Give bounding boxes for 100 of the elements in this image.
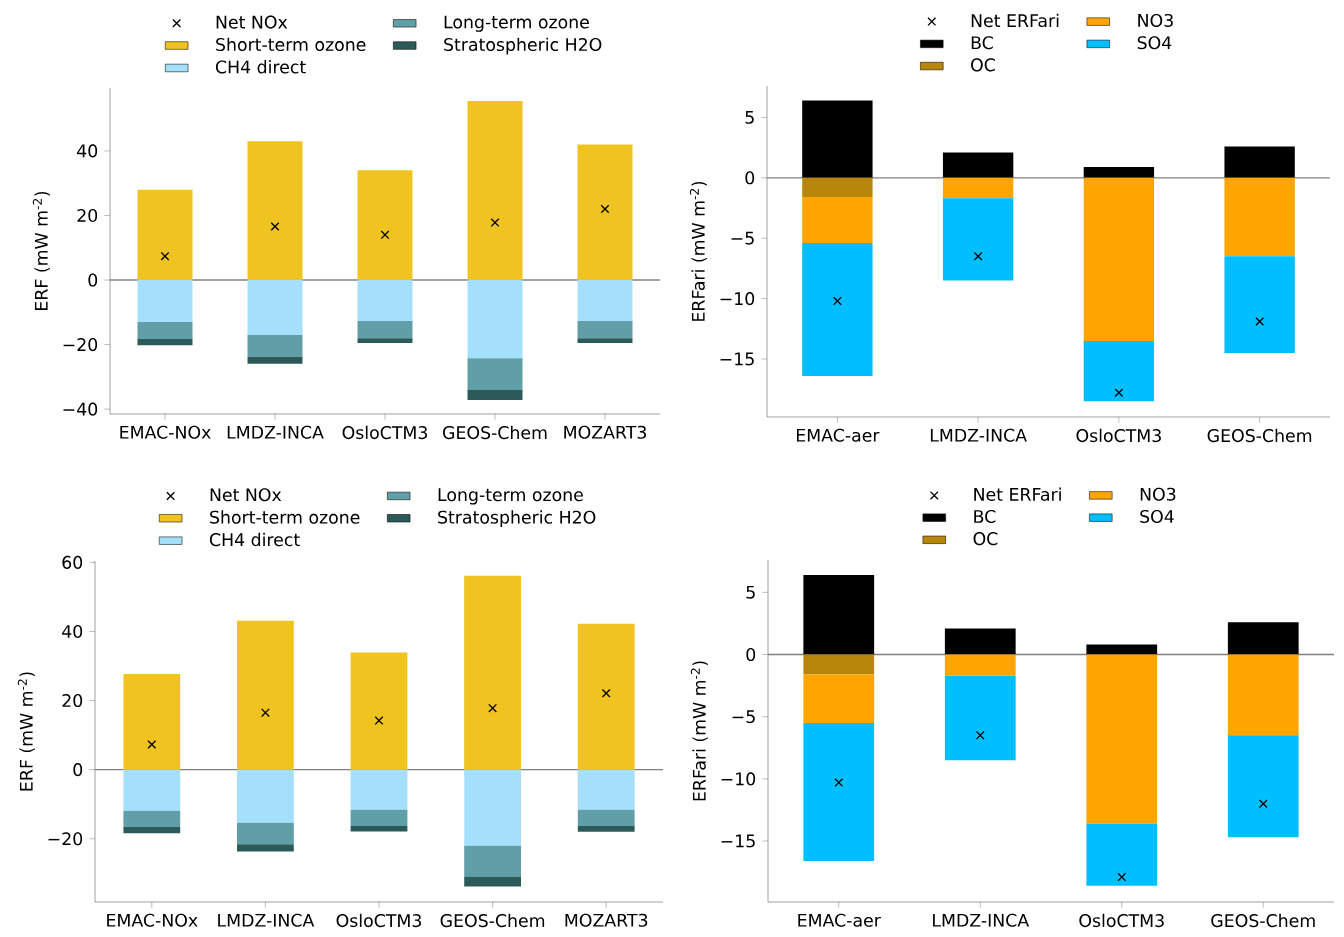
x-tick-label: GEOS-Chem <box>440 913 545 928</box>
legend-label: NO3 <box>1138 13 1173 27</box>
bar <box>1083 340 1155 402</box>
y-axis-title: ERF (mW m$^{-2}$) <box>32 191 50 310</box>
point <box>1117 872 1127 882</box>
y-tick-label: −20 <box>48 832 83 846</box>
bar <box>247 280 303 335</box>
bar <box>464 845 521 878</box>
bar <box>803 654 875 675</box>
bar <box>577 321 633 339</box>
y-tick-label: 40 <box>77 144 98 158</box>
bar <box>467 358 523 391</box>
bar <box>350 809 408 826</box>
y-tick-label: 5 <box>746 585 755 599</box>
y-tick-label: 5 <box>745 110 754 124</box>
x-tick-label: LMDZ-INCA <box>218 913 315 927</box>
bar <box>1224 177 1295 257</box>
bar <box>802 100 873 178</box>
legend-label: CH4 direct <box>209 532 300 547</box>
y-tick-label: −15 <box>721 834 755 848</box>
point <box>374 716 384 726</box>
x-tick-label: GEOS-Chem <box>1211 913 1315 928</box>
bar <box>123 827 181 834</box>
bar <box>467 280 523 359</box>
x-tick-label: EMAC-NOx <box>120 425 211 439</box>
bar <box>467 390 523 401</box>
bar <box>577 769 635 810</box>
bar <box>357 338 413 343</box>
bar <box>1227 622 1299 655</box>
point <box>147 740 157 749</box>
x-tick-label: LMDZ-INCA <box>933 913 1030 927</box>
bar <box>577 623 635 770</box>
point <box>1114 388 1124 398</box>
bar <box>237 769 294 823</box>
bar <box>350 769 408 810</box>
legend-label: Long-term ozone <box>438 488 583 505</box>
bar <box>137 189 193 281</box>
point <box>973 251 983 261</box>
y-tick-label: −15 <box>720 352 754 366</box>
bar <box>1227 735 1299 838</box>
bar <box>1086 644 1158 655</box>
point <box>1258 799 1268 809</box>
bar <box>942 198 1014 281</box>
bar <box>803 722 875 861</box>
bar <box>123 769 181 811</box>
y-tick-label: 0 <box>745 171 755 185</box>
bar <box>944 654 1016 676</box>
point <box>834 778 844 788</box>
y-tick-label: −10 <box>721 772 756 786</box>
bar <box>1086 654 1158 824</box>
x-tick-label: EMAC-aer <box>798 913 881 927</box>
y-tick-label: 0 <box>73 763 83 777</box>
bar <box>942 152 1014 178</box>
bar <box>802 177 873 198</box>
bar <box>464 877 521 887</box>
legend-label: Short-term ozone <box>210 510 360 524</box>
bar <box>137 321 193 340</box>
point <box>490 218 500 228</box>
x-tick-label: GEOS-Chem <box>1207 428 1312 443</box>
x-tick-label: EMAC-NOx <box>107 913 198 927</box>
x-tick-label: GEOS-Chem <box>443 425 547 440</box>
legend-label: SO4 <box>1140 509 1174 524</box>
point <box>975 730 985 740</box>
bar <box>357 170 413 281</box>
bar <box>247 334 303 357</box>
bar <box>1227 654 1299 736</box>
bar <box>1083 166 1155 178</box>
legend-label: CH4 direct <box>215 60 306 74</box>
bar <box>237 620 294 770</box>
legend-label: Net NOx <box>216 15 288 29</box>
legend-label: Stratospheric H2O <box>444 37 602 55</box>
point <box>1255 317 1265 326</box>
point <box>380 230 390 240</box>
point <box>260 708 270 718</box>
y-axis-title: ERF (mW m$^{-2}$) <box>17 672 35 791</box>
bar <box>803 674 875 723</box>
y-tick-label: 0 <box>746 647 756 662</box>
bar <box>1224 146 1295 178</box>
bar <box>802 197 873 244</box>
bar <box>357 321 413 339</box>
legend-label: BC <box>974 509 996 524</box>
legend-label: Stratospheric H2O <box>438 510 596 528</box>
point <box>270 222 280 231</box>
bar <box>577 144 633 281</box>
point <box>832 296 842 306</box>
bar <box>577 825 635 832</box>
legend-label: OC <box>973 532 998 546</box>
legend-label: NO3 <box>1140 487 1176 501</box>
bar <box>467 100 523 281</box>
bar <box>350 652 408 770</box>
legend-label: OC <box>971 58 995 72</box>
y-tick-label: 20 <box>77 208 98 223</box>
bar <box>944 675 1016 761</box>
x-tick-label: EMAC-aer <box>796 428 880 442</box>
y-tick-label: −10 <box>720 292 755 306</box>
x-tick-label: LMDZ-INCA <box>930 428 1027 442</box>
bar <box>577 809 635 826</box>
bar <box>802 243 873 376</box>
bar <box>942 177 1014 199</box>
bar <box>1083 177 1155 341</box>
